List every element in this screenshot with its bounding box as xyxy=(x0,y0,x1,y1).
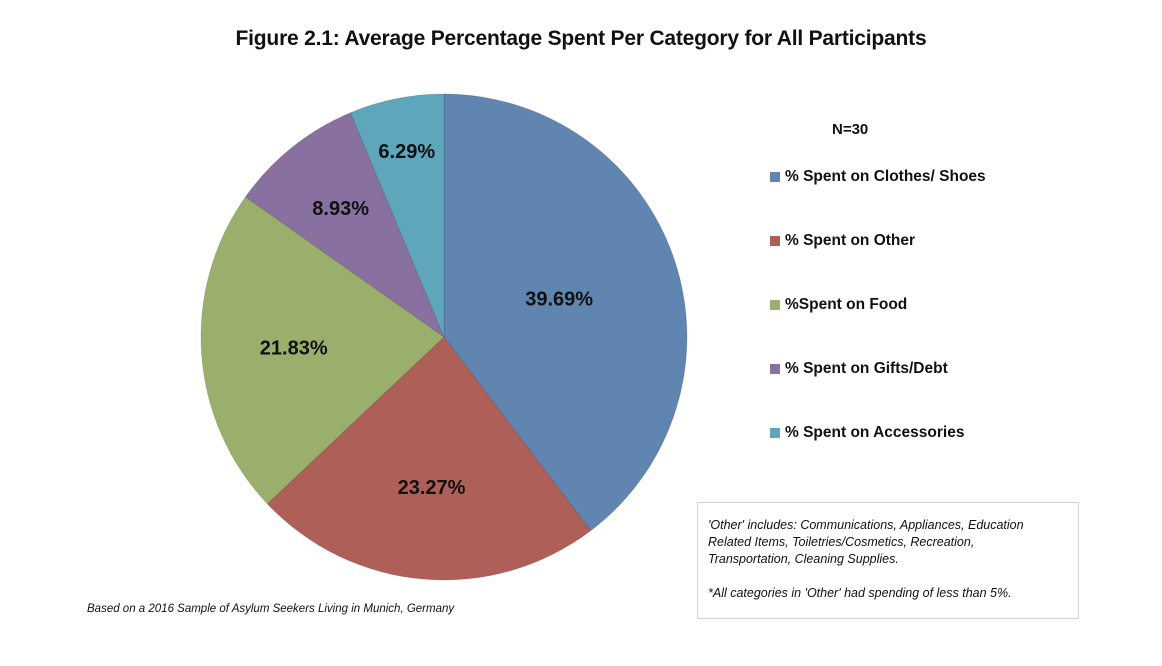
pie-data-label-1: 23.27% xyxy=(398,477,466,499)
note-footnote: *All categories in 'Other' had spending … xyxy=(708,586,1012,600)
pie-slices xyxy=(200,93,688,581)
legend-swatch xyxy=(770,172,780,182)
note-line-3: Transportation, Cleaning Supplies. xyxy=(708,552,899,566)
pie-slice-3 xyxy=(244,112,446,339)
legend-label: % Spent on Gifts/Debt xyxy=(785,360,948,377)
pie-slice-2 xyxy=(200,196,445,505)
legend-swatch xyxy=(770,236,780,246)
legend-swatch xyxy=(770,428,780,438)
legend-label: % Spent on Accessories xyxy=(785,424,965,441)
legend-item-other: % Spent on Other xyxy=(770,232,915,250)
pie-data-label-3: 8.93% xyxy=(312,198,369,220)
legend-item-clothes-shoes: % Spent on Clothes/ Shoes xyxy=(770,168,986,186)
legend-item-food: %Spent on Food xyxy=(770,296,907,314)
pie-data-label-0: 39.69% xyxy=(525,288,593,310)
source-note: Based on a 2016 Sample of Asylum Seekers… xyxy=(87,603,455,615)
legend-swatch xyxy=(770,300,780,310)
pie-data-label-2: 21.83% xyxy=(260,338,328,360)
sample-size-label: N=30 xyxy=(832,121,869,138)
legend-swatch xyxy=(770,364,780,374)
legend-label: % Spent on Other xyxy=(785,232,916,249)
pie-slice-4 xyxy=(349,93,445,338)
pie-data-label-4: 6.29% xyxy=(378,141,435,163)
legend-item-accessories: % Spent on Accessories xyxy=(770,424,964,442)
pie-slice-1 xyxy=(266,336,592,581)
legend-item-gifts-debt: % Spent on Gifts/Debt xyxy=(770,360,948,378)
note-line-2: Related Items, Toiletries/Cosmetics, Rec… xyxy=(708,535,975,549)
legend-label: % Spent on Clothes/ Shoes xyxy=(785,168,986,185)
note-box: 'Other' includes: Communications, Applia… xyxy=(697,502,1079,619)
note-line-1: 'Other' includes: Communications, Applia… xyxy=(708,518,1024,532)
legend-label: %Spent on Food xyxy=(785,296,908,313)
pie-data-labels: 39.69% 23.27% 21.83% 8.93% 6.29% xyxy=(260,141,594,499)
chart-title: Figure 2.1: Average Percentage Spent Per… xyxy=(235,27,927,50)
pie-slice-0 xyxy=(443,93,688,532)
